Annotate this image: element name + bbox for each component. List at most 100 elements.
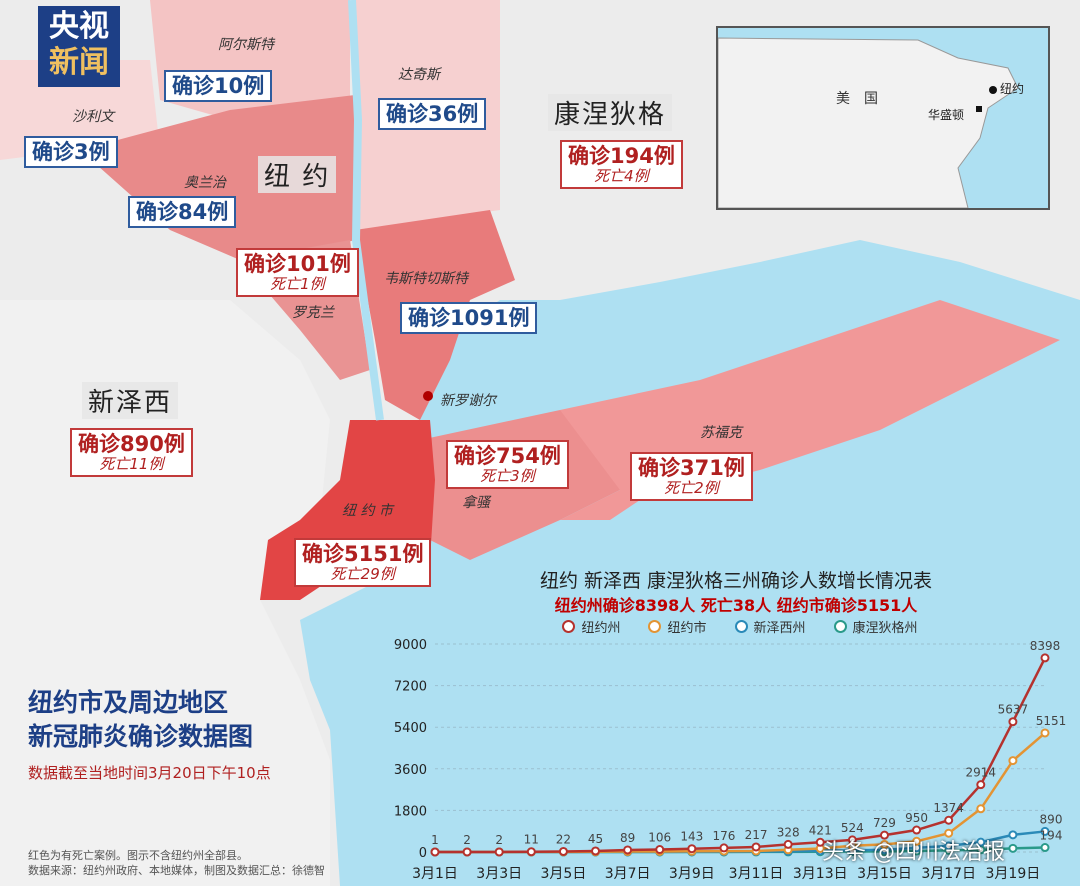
x-tick-label: 3月3日 <box>476 866 522 882</box>
suffolk-deaths: 死亡2例 <box>664 479 719 498</box>
footer-line2: 数据来源：纽约州政府、本地媒体，制图及数据汇总：徐德智 <box>28 864 325 877</box>
series-point <box>847 835 857 845</box>
suffolk-confirmed: 确诊371例 <box>638 456 745 480</box>
box-ulster: 确诊10例 <box>164 70 273 103</box>
y-tick-label: 0 <box>419 846 427 861</box>
data-label: 524 <box>841 821 864 835</box>
hudson-river <box>348 0 384 421</box>
place-new-rochelle: 新罗谢尔 <box>440 393 496 409</box>
data-label: 22 <box>556 832 571 846</box>
series-point <box>1008 843 1018 853</box>
footer: 红色为有死亡案例。图示不含纽约州全部县。 数据来源：纽约州政府、本地媒体，制图及… <box>28 848 325 878</box>
series-point <box>1008 717 1018 727</box>
series-point <box>751 842 761 852</box>
place-ulster: 阿尔斯特 <box>218 37 274 53</box>
legend-item: 新泽西州 <box>734 617 806 636</box>
x-tick-label: 3月9日 <box>669 866 715 882</box>
series-point <box>783 839 793 849</box>
nassau-confirmed: 确诊754例 <box>454 444 561 468</box>
place-westchester: 韦斯特切斯特 <box>384 271 468 287</box>
nyc-confirmed: 确诊5151例 <box>302 542 424 566</box>
data-label: 45 <box>588 832 603 846</box>
series-point <box>623 845 633 855</box>
legend-label: 新泽西州 <box>753 621 806 636</box>
map-title-line1: 纽约市及周边地区 <box>28 688 229 717</box>
y-tick-label: 5400 <box>394 721 427 736</box>
box-suffolk: 确诊371例 死亡2例 <box>630 452 753 502</box>
data-label: 176 <box>712 829 735 843</box>
new-jersey-deaths: 死亡11例 <box>99 455 164 474</box>
series-point <box>1008 830 1018 840</box>
series-point <box>944 841 954 851</box>
series-point <box>944 828 954 838</box>
series-point <box>1008 756 1018 766</box>
box-connecticut: 确诊194例 死亡4例 <box>560 140 683 190</box>
data-label: 421 <box>809 823 832 837</box>
ulster-confirmed: 确诊10例 <box>172 74 265 98</box>
footer-line1: 红色为有死亡案例。图示不含纽约州全部县。 <box>28 849 248 862</box>
data-label: 729 <box>873 816 896 830</box>
data-label: 328 <box>777 825 800 839</box>
end-label: 5151 <box>1036 714 1067 728</box>
data-label: 2914 <box>966 766 997 780</box>
data-label: 2 <box>463 833 471 847</box>
inset-washington-label: 华盛顿 <box>928 108 965 122</box>
place-nassau: 拿骚 <box>462 495 490 511</box>
x-tick-label: 3月5日 <box>541 866 587 882</box>
inset-map: 美 国 纽约 华盛顿 <box>716 26 1050 210</box>
data-label: 8398 <box>1030 639 1061 653</box>
legend-item: 纽约市 <box>648 617 707 636</box>
x-tick-label: 3月13日 <box>793 866 848 882</box>
cctv-news-logo: 央视 新闻 <box>38 6 120 87</box>
data-label: 1 <box>431 833 439 847</box>
series-point <box>462 847 472 857</box>
series-point <box>944 815 954 825</box>
map-title: 纽约市及周边地区 新冠肺炎确诊数据图 <box>28 686 253 754</box>
state-label-nj: 新泽西 <box>82 382 179 419</box>
new-rochelle-marker <box>423 391 433 401</box>
series-point <box>879 830 889 840</box>
legend-label: 纽约州 <box>581 621 621 636</box>
box-dutchess: 确诊36例 <box>378 98 487 131</box>
state-label-ny: 纽 约 <box>258 156 337 193</box>
y-tick-label: 1800 <box>394 804 427 819</box>
data-label: 1374 <box>933 801 964 815</box>
box-orange: 确诊84例 <box>128 196 237 229</box>
series-point <box>558 846 568 856</box>
data-label: 950 <box>905 811 928 825</box>
legend-marker-icon <box>648 620 662 633</box>
inset-newyork-label: 纽约 <box>1000 82 1025 96</box>
place-dutchess: 达奇斯 <box>398 67 440 83</box>
legend-item: 康涅狄格州 <box>833 617 918 636</box>
x-tick-label: 3月17日 <box>921 866 976 882</box>
series-point <box>976 804 986 814</box>
place-nyc: 纽 约 市 <box>342 503 393 519</box>
series-point <box>1040 728 1050 738</box>
legend-marker-icon <box>833 620 847 633</box>
inset-usa-label: 美 国 <box>836 91 878 107</box>
series-point <box>815 837 825 847</box>
x-tick-label: 3月11日 <box>729 866 784 882</box>
series-point <box>430 847 440 857</box>
place-sullivan: 沙利文 <box>72 109 114 125</box>
place-orange: 奥兰治 <box>184 175 226 191</box>
connecticut-deaths: 死亡4例 <box>594 167 649 186</box>
data-label: 11 <box>524 833 539 847</box>
chart-legend: 纽约州 纽约市 新泽西州 康涅狄格州 <box>500 617 980 636</box>
growth-chart: 0 1800 3600 5400 7200 9000 3月1日 3月3日 3月5日 3月7日 3月9… <box>394 638 1067 882</box>
inset-usa-shape <box>718 37 1019 208</box>
place-suffolk: 苏福克 <box>700 425 742 441</box>
series-point <box>1040 843 1050 853</box>
series-point <box>1040 826 1050 836</box>
data-label: 217 <box>745 828 768 842</box>
connecticut-confirmed: 确诊194例 <box>568 144 675 168</box>
end-label: 890 <box>1040 812 1063 826</box>
data-label: 2 <box>495 833 503 847</box>
legend-item: 纽约州 <box>562 617 620 636</box>
nyc-deaths: 死亡29例 <box>330 565 395 584</box>
y-tick-label: 3600 <box>394 763 427 778</box>
series-point <box>912 836 922 846</box>
logo-line2: 新闻 <box>49 45 109 80</box>
x-tick-label: 3月1日 <box>412 866 458 882</box>
series-point <box>976 837 986 847</box>
